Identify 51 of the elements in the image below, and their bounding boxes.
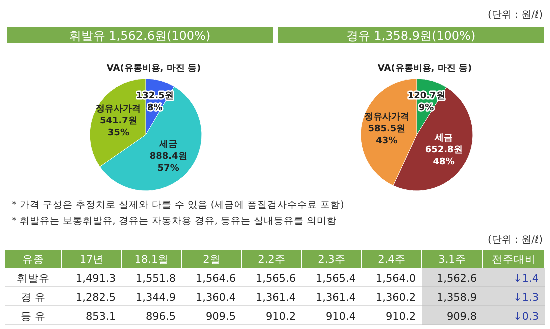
category-label: 2월	[203, 254, 221, 266]
text: 1,564.6	[196, 273, 236, 285]
text: 1,491.3	[76, 273, 116, 285]
category-label: 등 유	[20, 311, 46, 323]
text: 896.5	[146, 311, 176, 323]
category-label: 2.3주	[318, 254, 346, 266]
category-label: 휘발유	[17, 273, 50, 285]
text: 1,562.6	[436, 273, 477, 285]
text: 유종	[22, 254, 44, 266]
text: (단위 : 원/ℓ)	[488, 235, 544, 246]
slice-label: 정유사가격	[364, 112, 410, 122]
data-label: 541.7원 35%	[100, 116, 138, 139]
data-label: 888.4원 57%	[150, 152, 188, 174]
text: 1,361.4	[256, 292, 296, 304]
text: * 휘발유는 보통휘발유, 경유는 자동차용 경유, 등유는 실내등유를 의미함	[12, 216, 337, 227]
text: 1,282.5	[76, 292, 116, 304]
category-label: 전주대비	[492, 254, 536, 266]
text: 910.2	[266, 311, 296, 323]
text: * 가격 구성은 추정치로 실제와 다를 수 있음 (세금에 품질검사수수료 포함)	[12, 200, 344, 211]
category-label: 2.2주	[258, 254, 286, 266]
text: ↓1.3	[514, 292, 539, 304]
text: 853.1	[86, 311, 116, 323]
category-label: 18.1월	[134, 254, 170, 266]
slice-label: 세금	[434, 134, 454, 144]
category-label: 경 유	[20, 292, 46, 304]
text: 1,360.4	[196, 292, 236, 304]
text: 1,564.0	[376, 273, 416, 285]
slice-label: VA(유통비용, 마진 등)	[378, 64, 472, 74]
category-label: 2.4주	[378, 254, 406, 266]
data-label: 652.8원 48%	[425, 146, 463, 168]
slice-label: 세금	[158, 140, 178, 150]
text: 1,551.8	[136, 273, 176, 285]
text: ↓1.4	[514, 273, 539, 285]
text: 910.2	[386, 311, 416, 323]
text: 1,361.4	[316, 292, 356, 304]
chart-title: 휘발유 1,562.6원(100%)	[69, 29, 211, 43]
chart-title: 경유 1,358.9원(100%)	[346, 29, 476, 43]
category-label: 17년	[80, 254, 104, 266]
text: ↓0.3	[514, 311, 539, 323]
text: 1,565.6	[256, 273, 296, 285]
text: (단위 : 원/ℓ)	[488, 10, 544, 21]
text: 1,360.2	[376, 292, 416, 304]
text: 1,344.9	[136, 292, 176, 304]
text: 909.8	[446, 311, 477, 323]
text: 909.5	[206, 311, 236, 323]
category-label: 3.1주	[438, 254, 466, 266]
text: 1,358.9	[436, 292, 477, 304]
text: 1,565.4	[316, 273, 356, 285]
slice-label: VA(유통비용, 마진 등)	[106, 64, 202, 74]
text: 910.4	[326, 311, 356, 323]
data-label: 585.5원 43%	[368, 124, 406, 146]
